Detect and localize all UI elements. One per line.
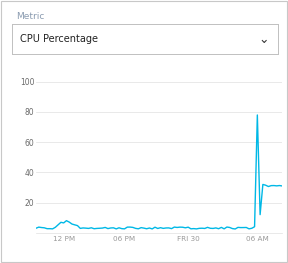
Text: CPU Percentage: CPU Percentage — [20, 34, 98, 44]
Text: Metric: Metric — [16, 12, 44, 21]
Text: ⌄: ⌄ — [258, 33, 269, 46]
